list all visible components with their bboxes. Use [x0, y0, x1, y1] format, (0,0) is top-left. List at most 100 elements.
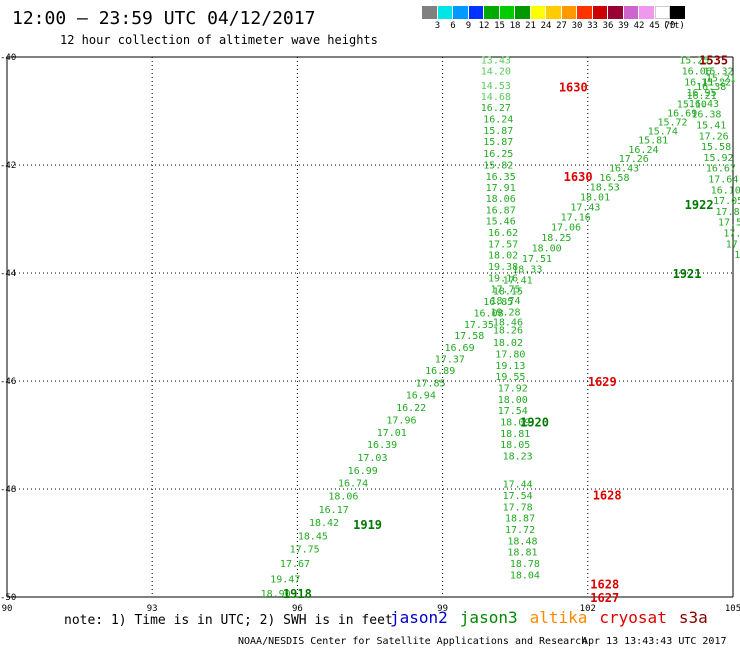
swh-data-point: 16.21: [686, 91, 716, 102]
pass-time-label: 1918: [283, 587, 312, 601]
colorbar-swatch: [484, 6, 500, 19]
colorbar-label: 36: [602, 21, 614, 31]
swh-data-point: 16.38: [691, 110, 721, 121]
swh-data-point: 17.51: [522, 254, 552, 265]
swh-data-point: 18.45: [298, 531, 328, 542]
swh-data-point: 17.41: [503, 275, 533, 286]
swh-data-point: 17.75: [490, 285, 520, 296]
colorbar-label: 9: [465, 21, 472, 31]
swh-data-point: 15.87: [483, 137, 513, 148]
swh-data-point: 16.94: [406, 391, 436, 402]
swh-data-point: 15.32: [703, 67, 733, 78]
swh-data-point: 16.89: [425, 366, 455, 377]
colorbar-label: 42: [633, 21, 645, 31]
swh-data-point: 16.62: [488, 228, 518, 239]
swh-data-point: 17.67: [280, 559, 310, 570]
y-tick-label: -48: [0, 485, 16, 495]
swh-data-point: 17.92: [498, 383, 528, 394]
colorbar-label: 45: [649, 21, 660, 31]
swh-data-point: 14.20: [481, 67, 511, 78]
chart-title: 12:00 — 23:59 UTC 04/12/2017: [12, 8, 316, 29]
satellite-legend: jason2 jason3 altika cryosat s3a: [390, 608, 720, 627]
colorbar-label: 12: [478, 21, 490, 31]
footer-note: note: 1) Time is in UTC; 2) SWH is in fe…: [64, 613, 393, 628]
swh-data-point: 17.64: [708, 175, 738, 186]
swh-data-point: 19.55: [495, 372, 525, 383]
pass-time-label: 1630: [559, 81, 588, 95]
x-tick-label: 105: [725, 604, 740, 614]
swh-data-point: 18.42: [309, 518, 339, 529]
y-tick-label: -50: [0, 593, 16, 603]
colorbar-label: 21: [525, 21, 536, 31]
swh-data-point: 17.84: [716, 207, 740, 218]
pass-time-label: 1628: [593, 488, 622, 502]
swh-data-point: 16: [734, 250, 740, 261]
legend-item-jason3: jason3: [459, 608, 518, 627]
swh-data-point: 15.46: [486, 217, 516, 228]
swh-data-point: 16.74: [338, 479, 368, 490]
y-tick-label: -40: [0, 53, 16, 63]
swh-data-point: 16.39: [367, 440, 397, 451]
legend-item-cryosat: cryosat: [599, 608, 667, 627]
swh-data-point: 16.11: [684, 77, 714, 88]
colorbar-swatch: [561, 6, 577, 19]
colorbar-swatch: [515, 6, 531, 19]
swh-data-point: 17.57: [488, 239, 518, 250]
swh-data-point: 16.08: [474, 308, 504, 319]
swh-data-point: 18.05: [500, 440, 530, 451]
credit-text: NOAA/NESDIS Center for Satellite Applica…: [238, 636, 588, 647]
swh-data-point: 18.06: [328, 491, 358, 502]
swh-data-point: 15.82: [483, 160, 513, 171]
swh-data-point: 18.01: [580, 192, 610, 203]
x-tick-label: 99: [437, 604, 448, 614]
swh-data-point: 16.35: [486, 172, 516, 183]
swh-data-point: 18.04: [510, 570, 540, 581]
axis-ticks: 90 93 96 99 102 105 -40 -42 -44 -46 -48 -50: [0, 53, 740, 614]
swh-data-point: 17.54: [498, 406, 528, 417]
swh-data-point: 15.25: [679, 56, 709, 67]
pass-time-label: 1535: [699, 54, 728, 68]
colorbar-label: 27: [556, 21, 567, 31]
swh-data-point: 16.10: [711, 185, 740, 196]
swh-data-point: 17.72: [505, 525, 535, 536]
swh-data-point: 17.01: [377, 428, 407, 439]
swh-data-point: 16.69: [444, 343, 474, 354]
pass-time-label: 1921: [673, 267, 702, 281]
colorbar-swatch: [592, 6, 608, 19]
colorbar-label: 3: [434, 21, 441, 31]
swh-data-point: 17.80: [495, 349, 525, 360]
swh-data-point: 17.44: [503, 480, 533, 491]
colorbar-label: 70: [664, 21, 676, 31]
colorbar-swatch: [453, 6, 469, 19]
colorbar-swatch: [639, 6, 655, 19]
swh-data-point: 17.96: [386, 415, 416, 426]
swh-data-point: 18.81: [500, 429, 530, 440]
swh-data-point: 18.46: [493, 318, 523, 329]
swh-data-point: 18.87: [505, 514, 535, 525]
y-tick-label: -46: [0, 377, 16, 387]
colorbar: [422, 6, 686, 19]
swh-data-point: 16.38: [696, 82, 726, 93]
legend-item-altika: altika: [529, 608, 588, 627]
swh-data-point: 18.09: [500, 418, 530, 429]
pass-time-label: 1920: [520, 416, 549, 430]
x-tick-label: 96: [292, 604, 303, 614]
swh-data-point: 16.27: [481, 103, 511, 114]
swh-data-point: 16.24: [483, 115, 513, 126]
swh-data-point: 16.25: [483, 149, 513, 160]
swh-data-point: 17.35: [464, 320, 494, 331]
swh-data-point: 15.74: [648, 126, 678, 137]
swh-data-point: 18.15: [493, 286, 523, 297]
swh-data-point: 18.53: [590, 183, 620, 194]
colorbar-swatch: [499, 6, 515, 19]
colorbar-swatch: [623, 6, 639, 19]
generated-timestamp: Apr 13 13:43:43 UTC 2017: [582, 636, 727, 647]
swh-data-point: 17.26: [619, 154, 649, 165]
swh-data-point: 15.81: [638, 136, 668, 147]
chart-subtitle: 12 hour collection of altimeter wave hei…: [60, 33, 378, 47]
colorbar-label: 33: [587, 21, 598, 31]
pass-time-label: 1919: [353, 518, 382, 532]
swh-data-point: 15.10: [677, 99, 707, 110]
colorbar-labels: 3 6 9 12 15 18 21 24 27 30 33 36 39 42 45 70 (ft): [422, 21, 740, 33]
swh-data-point: 16.67: [706, 164, 736, 175]
